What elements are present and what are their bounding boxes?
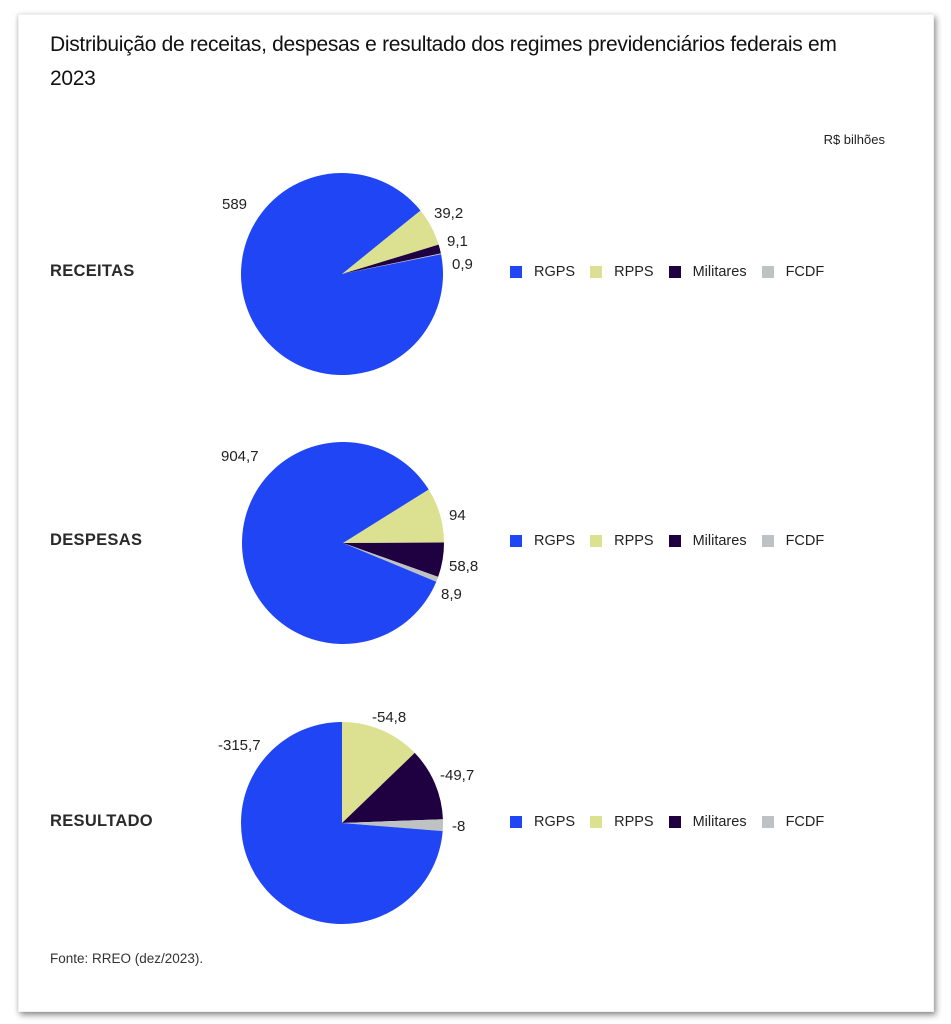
legend-item-rgps[interactable]: RGPS [510,533,575,549]
data-label-militares: 58,8 [449,558,478,575]
data-label-rgps: -315,7 [218,737,261,754]
pie-resultado: -315,7 -54,8 -49,7 -8 [218,709,474,924]
data-label-rgps: 589 [222,196,247,213]
legend-label: RPPS [614,264,654,280]
chart-card [18,14,934,1012]
legend-receitas: RGPS RPPS Militares FCDF [510,264,824,280]
legend-resultado: RGPS RPPS Militares FCDF [510,814,824,830]
data-label-militares: 9,1 [447,233,468,250]
legend-swatch-rpps [590,816,603,828]
legend-label: RGPS [534,533,576,549]
data-label-rpps: 39,2 [434,205,463,222]
data-label-fcdf: 0,9 [452,256,473,273]
legend-item-rgps[interactable]: RGPS [510,264,575,280]
pie-slice-rgps[interactable] [240,722,443,924]
pie-slice-fcdf[interactable] [342,819,443,832]
legend-item-fcdf[interactable]: FCDF [761,533,825,549]
legend-label: RPPS [614,814,654,830]
legend-label: FCDF [785,264,825,280]
legend-label: Militares [692,533,747,549]
pie-slice-rgps[interactable] [240,173,444,375]
unit-label: R$ bilhões [823,132,885,147]
legend-swatch-militares [668,535,681,547]
source-note: Fonte: RREO (dez/2023). [50,951,204,966]
row-label-resultado: RESULTADO [50,812,153,830]
legend-item-rgps[interactable]: RGPS [510,814,575,830]
legend-item-rpps[interactable]: RPPS [590,264,654,280]
row-label-despesas: DESPESAS [50,531,143,549]
legend-item-rpps[interactable]: RPPS [590,814,654,830]
legend-swatch-rgps [510,535,522,547]
data-label-rpps: 94 [449,507,466,524]
data-label-rgps: 904,7 [221,448,259,465]
chart-title: Distribuição de receitas, despesas e res… [50,33,837,90]
legend-label: RPPS [614,533,654,549]
pie-despesas: 904,7 94 58,8 8,9 [221,441,478,644]
legend-label: RGPS [534,264,576,280]
pie-slice-fcdf[interactable] [343,543,439,582]
legend-item-fcdf[interactable]: FCDF [761,264,825,280]
data-label-rpps: -54,8 [372,709,406,726]
legend-label: FCDF [785,533,825,549]
pie-slice-militares[interactable] [342,244,441,274]
legend-swatch-militares [668,816,681,828]
legend-swatch-rpps [590,266,603,278]
legend-swatch-rgps [510,816,522,828]
legend-label: RGPS [534,814,576,830]
legend-item-militares[interactable]: Militares [668,814,747,830]
legend-label: Militares [692,814,747,830]
pie-slice-rgps[interactable] [242,441,437,644]
pie-slice-militares[interactable] [343,542,444,577]
pie-slice-fcdf[interactable] [342,253,442,274]
legend-swatch-fcdf [761,535,774,547]
legend-swatch-militares [668,266,681,278]
data-label-militares: -49,7 [440,767,474,784]
pie-slice-rpps[interactable] [342,210,439,274]
legend-item-militares[interactable]: Militares [668,264,747,280]
pie-slice-militares[interactable] [342,752,443,823]
data-label-fcdf: -8 [452,818,465,835]
data-label-fcdf: 8,9 [441,586,462,603]
legend-label: Militares [692,264,747,280]
legend-despesas: RGPS RPPS Militares FCDF [510,533,824,549]
legend-swatch-rgps [510,266,522,278]
legend-swatch-rpps [590,535,603,547]
legend-swatch-fcdf [761,266,774,278]
pie-slice-rpps[interactable] [343,489,444,543]
row-label-receitas: RECEITAS [50,262,135,280]
legend-item-fcdf[interactable]: FCDF [761,814,825,830]
pie-receitas: 589 39,2 9,1 0,9 [222,173,473,375]
legend-item-militares[interactable]: Militares [668,533,747,549]
legend-swatch-fcdf [761,816,774,828]
pie-slice-rpps[interactable] [342,722,415,823]
legend-label: FCDF [785,814,825,830]
legend-item-rpps[interactable]: RPPS [590,533,654,549]
